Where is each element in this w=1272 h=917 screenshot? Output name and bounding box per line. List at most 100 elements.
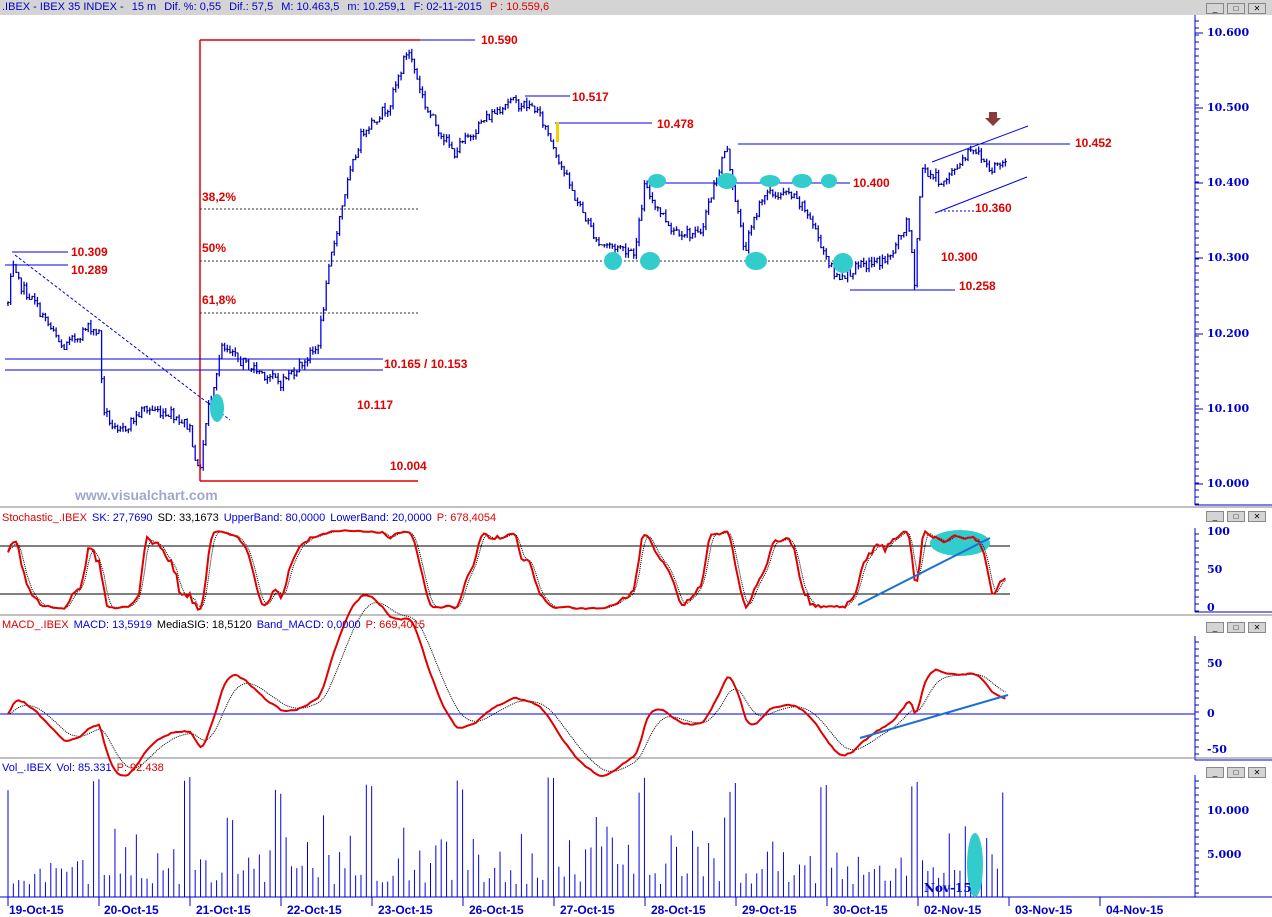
x-tick: 19-Oct-15 bbox=[9, 903, 64, 917]
macd-trendline bbox=[859, 694, 1009, 739]
highlight-ellipse bbox=[745, 252, 767, 270]
macd-band: Band_MACD: 0,0000 bbox=[256, 619, 361, 631]
minimize-button[interactable]: _ bbox=[1206, 511, 1224, 522]
stoch-window-buttons: _ □ ✕ bbox=[1206, 511, 1266, 522]
macd-signal-line bbox=[7, 602, 1006, 772]
highlight-ellipse bbox=[717, 173, 737, 189]
y-tick: 10.100 bbox=[1207, 402, 1250, 415]
macd-p: P: 669,4015 bbox=[365, 619, 425, 631]
highlight-ellipse bbox=[648, 174, 666, 188]
macd-line bbox=[7, 594, 1006, 778]
date: F: 02-11-2015 bbox=[413, 1, 482, 13]
minimize-button[interactable]: _ bbox=[1206, 622, 1224, 633]
y-tick: 10.200 bbox=[1207, 327, 1250, 340]
fib-label-382: 38,2% bbox=[202, 190, 237, 204]
y-tick: 10.500 bbox=[1207, 101, 1250, 114]
x-tick: 02-Nov-15 bbox=[924, 903, 982, 917]
macd-y-tick: 50 bbox=[1207, 657, 1223, 670]
vol-value: Vol: 85.331 bbox=[56, 762, 112, 774]
highlight-ellipse bbox=[833, 253, 853, 273]
dif: Dif.: 57,5 bbox=[229, 1, 274, 13]
level-label: 10.360 bbox=[975, 201, 1012, 215]
maximize-button[interactable]: □ bbox=[1227, 3, 1245, 14]
level-label: 10.165 / 10.153 bbox=[384, 357, 468, 371]
stoch-p: P: 678,4054 bbox=[436, 512, 497, 524]
close-button[interactable]: ✕ bbox=[1248, 622, 1266, 633]
level-label: 10.309 bbox=[71, 245, 108, 259]
level-label: 10.478 bbox=[657, 117, 694, 131]
symbol-label: .IBEX - IBEX 35 INDEX - bbox=[2, 1, 124, 13]
macd-y-tick: 0 bbox=[1207, 707, 1215, 720]
stoch-highlight-ellipse bbox=[930, 530, 990, 556]
vol-y-tick: 5.000 bbox=[1207, 848, 1242, 861]
highlight-ellipse bbox=[821, 174, 837, 188]
x-tick: 27-Oct-15 bbox=[560, 903, 615, 917]
y-tick: 10.600 bbox=[1207, 26, 1250, 39]
watermark: www.visualchart.com bbox=[75, 487, 218, 503]
stoch-sd: SD: 33,1673 bbox=[157, 512, 219, 524]
stoch-upper: UpperBand: 80,0000 bbox=[223, 512, 326, 524]
close-button[interactable]: ✕ bbox=[1248, 511, 1266, 522]
x-tick: 28-Oct-15 bbox=[651, 903, 706, 917]
stoch-lower: LowerBand: 20,0000 bbox=[330, 512, 432, 524]
level-label: 10.300 bbox=[941, 250, 978, 264]
volume-header: Vol_.IBEX Vol: 85.331 P: 92.438 bbox=[0, 761, 169, 776]
x-tick: 21-Oct-15 bbox=[196, 903, 251, 917]
timeframe-label: 15 m bbox=[131, 1, 157, 13]
x-tick: 30-Oct-15 bbox=[833, 903, 888, 917]
down-arrow-icon bbox=[985, 112, 1001, 126]
highlight-ellipse bbox=[640, 252, 660, 270]
minimize-button[interactable]: _ bbox=[1206, 767, 1224, 778]
highlight-ellipse bbox=[210, 394, 224, 422]
maximize-button[interactable]: □ bbox=[1227, 767, 1245, 778]
macd-window-buttons: _ □ ✕ bbox=[1206, 622, 1266, 633]
level-label: 10.289 bbox=[71, 263, 108, 277]
level-label: 10.452 bbox=[1075, 136, 1112, 150]
level-label: 10.004 bbox=[390, 459, 427, 473]
stoch-y-tick: 50 bbox=[1207, 563, 1223, 576]
main-pane-header: .IBEX - IBEX 35 INDEX - 15 m Dif. %: 0,5… bbox=[0, 0, 1272, 15]
volume-overlay-label: Nov-15 bbox=[924, 881, 972, 895]
macd-header: MACD_.IBEX MACD: 13,5919 MediaSIG: 18,5120… bbox=[0, 618, 430, 633]
close-button[interactable]: ✕ bbox=[1248, 3, 1266, 14]
stoch-y-tick: 0 bbox=[1207, 601, 1215, 614]
level-label: 10.258 bbox=[959, 279, 996, 293]
stoch-sk: SK: 27,7690 bbox=[92, 512, 153, 524]
channel-lower-line bbox=[934, 176, 1028, 214]
macd-y-tick: -50 bbox=[1207, 743, 1227, 756]
max: M: 10.463,5 bbox=[281, 1, 340, 13]
level-label: 10.117 bbox=[357, 398, 394, 412]
highlight-ellipse bbox=[792, 174, 812, 188]
vol-name: Vol_.IBEX bbox=[2, 762, 52, 774]
maximize-button[interactable]: □ bbox=[1227, 511, 1245, 522]
x-tick: 04-Nov-15 bbox=[1106, 903, 1164, 917]
minimize-button[interactable]: _ bbox=[1206, 3, 1224, 14]
x-tick: 29-Oct-15 bbox=[742, 903, 797, 917]
macd-value: MACD: 13,5919 bbox=[73, 619, 152, 631]
yellow-marker bbox=[556, 122, 559, 142]
stoch-y-tick: 100 bbox=[1207, 525, 1230, 538]
maximize-button[interactable]: □ bbox=[1227, 622, 1245, 633]
x-tick: 23-Oct-15 bbox=[378, 903, 433, 917]
stoch-sk-line bbox=[7, 529, 1007, 611]
level-label: 10.400 bbox=[853, 176, 890, 190]
stoch-trendline bbox=[857, 537, 991, 606]
x-tick: 22-Oct-15 bbox=[287, 903, 342, 917]
stoch-name: Stochastic_.IBEX bbox=[2, 512, 87, 524]
y-tick: 10.000 bbox=[1207, 477, 1250, 490]
stochastic-header: Stochastic_.IBEX SK: 27,7690 SD: 33,1673 Up… bbox=[0, 511, 501, 526]
downtrend-line bbox=[14, 254, 231, 421]
vol-window-buttons: _ □ ✕ bbox=[1206, 767, 1266, 778]
vol-p: P: 92.438 bbox=[116, 762, 164, 774]
fib-label-50: 50% bbox=[202, 241, 227, 255]
x-tick: 03-Nov-15 bbox=[1015, 903, 1073, 917]
x-tick: 26-Oct-15 bbox=[469, 903, 524, 917]
price: P : 10.559,6 bbox=[489, 1, 550, 13]
volume-highlight-ellipse bbox=[967, 833, 983, 897]
y-tick: 10.300 bbox=[1207, 251, 1250, 264]
x-tick: 20-Oct-15 bbox=[104, 903, 159, 917]
min: m: 10.259,1 bbox=[347, 1, 406, 13]
close-button[interactable]: ✕ bbox=[1248, 767, 1266, 778]
